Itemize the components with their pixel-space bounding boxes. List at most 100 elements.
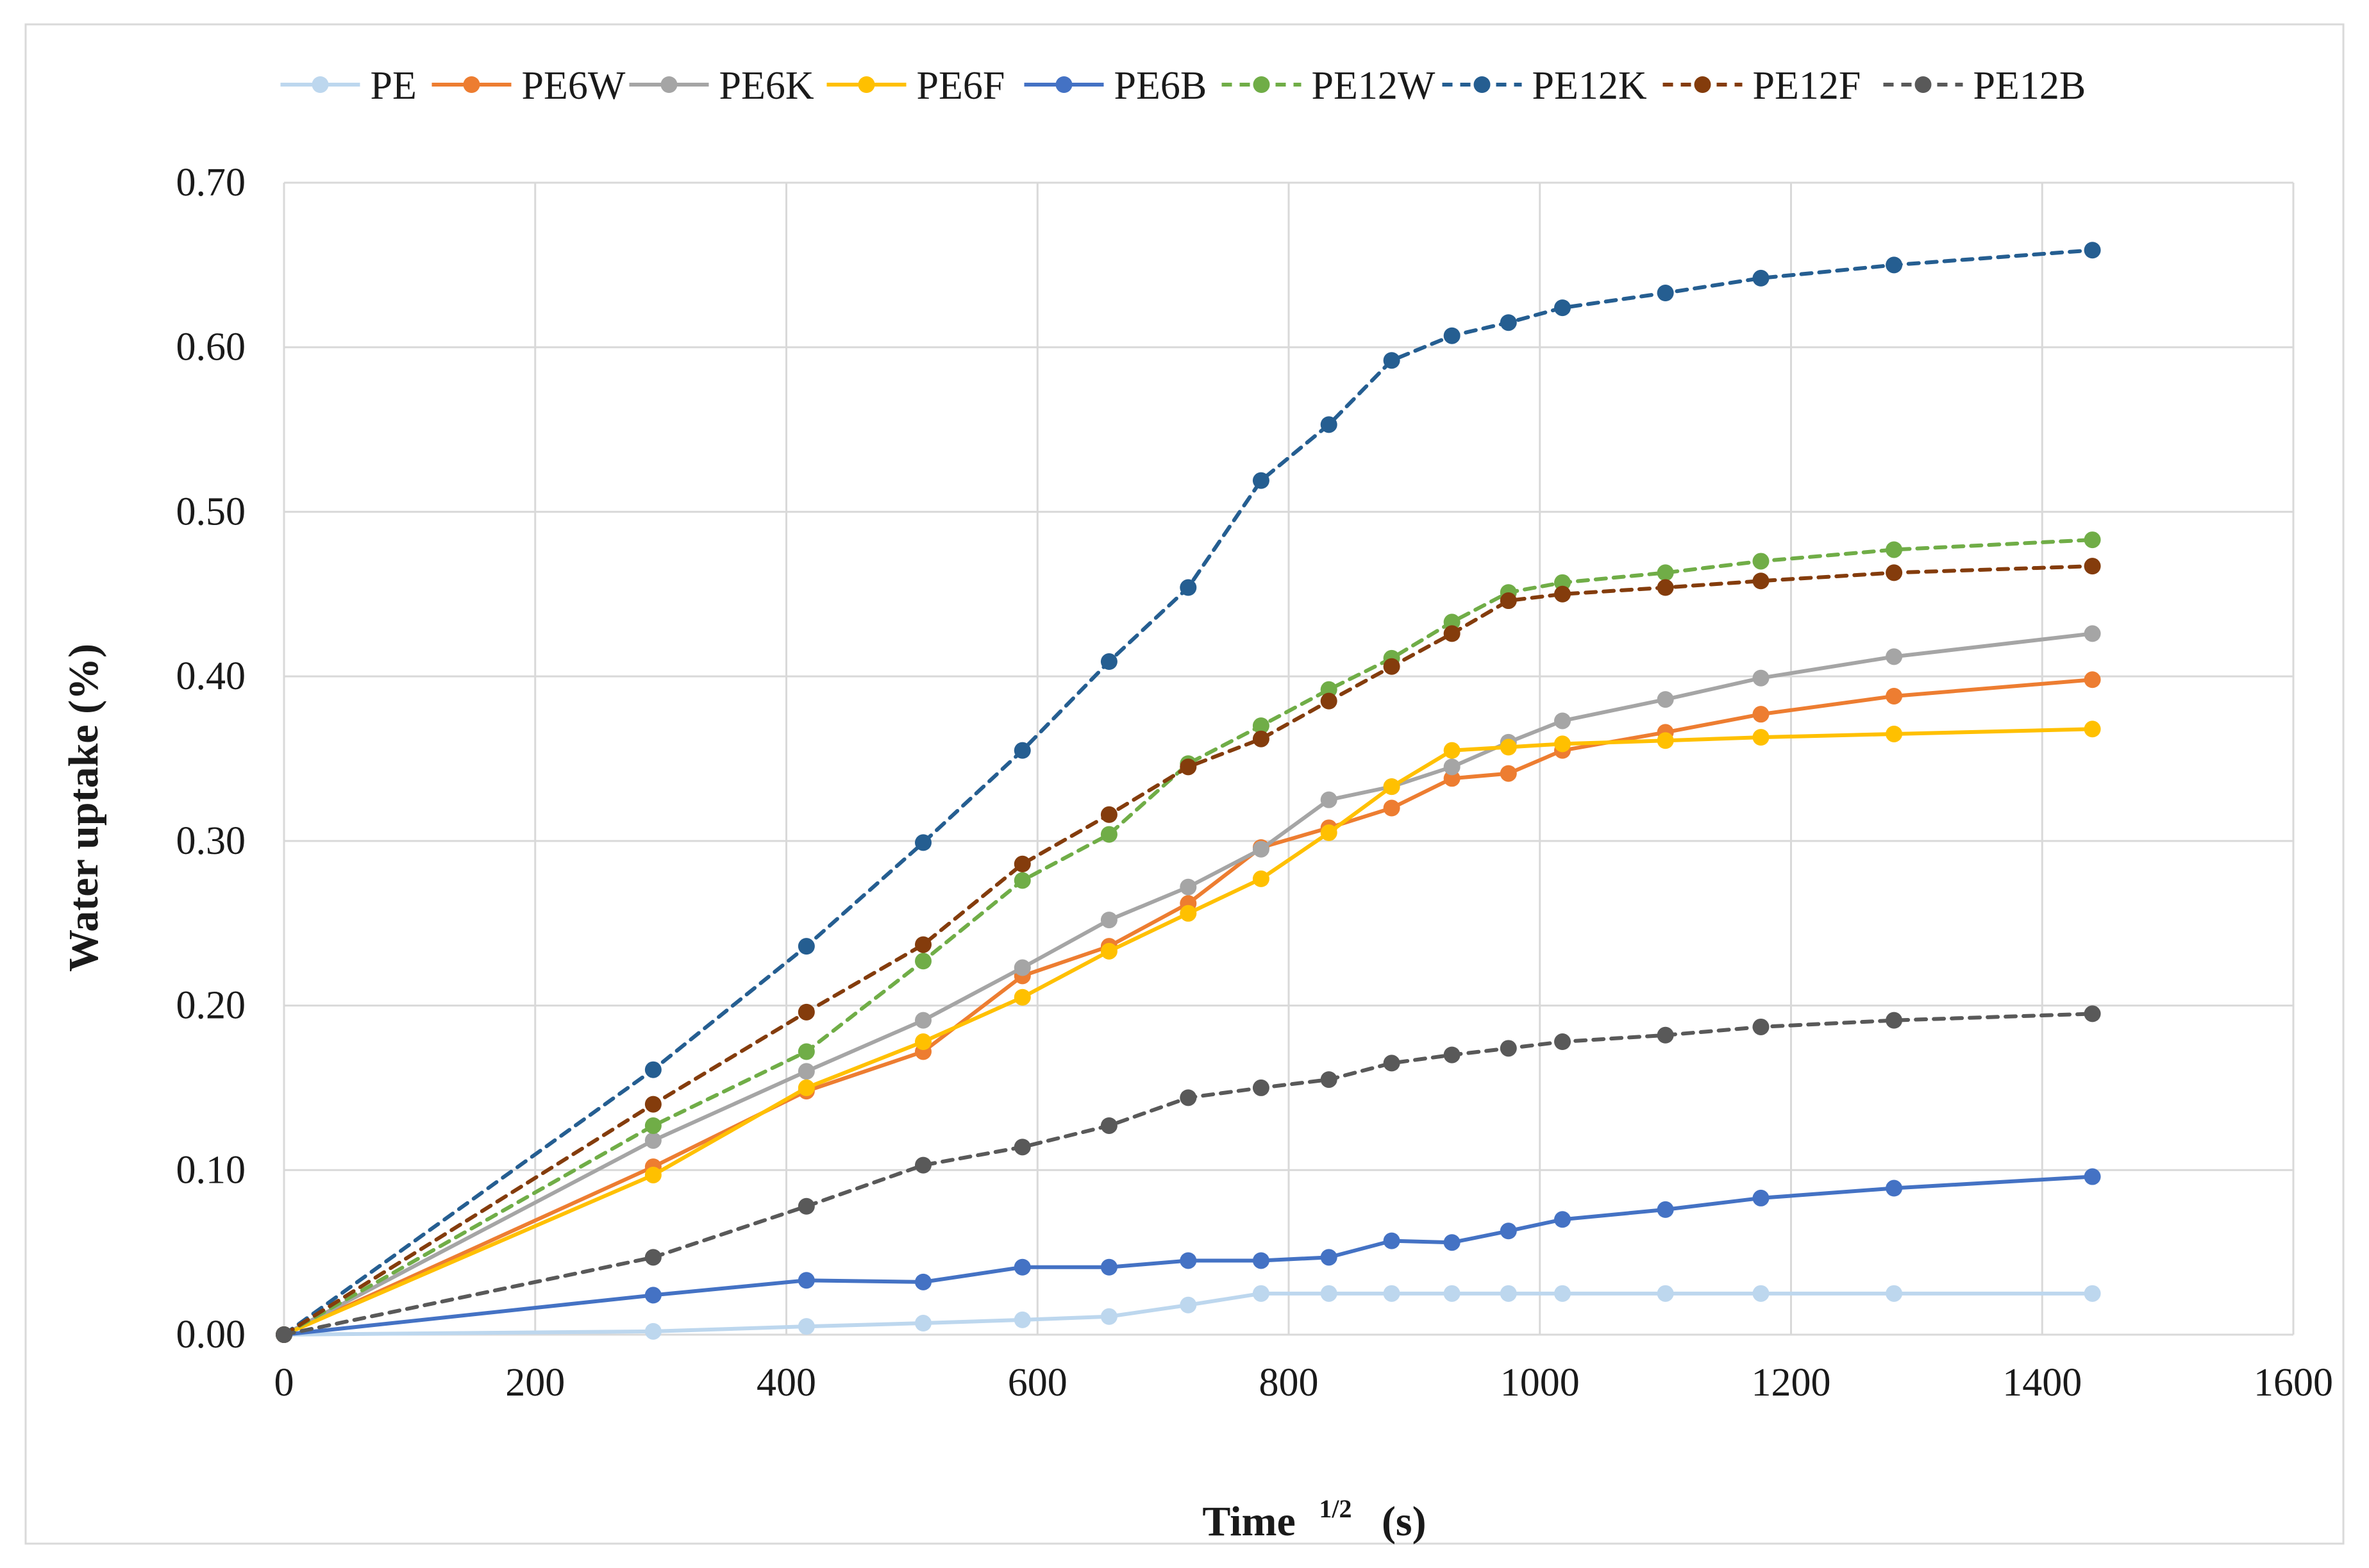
data-point-pe6w xyxy=(2084,671,2101,688)
data-point-pe xyxy=(1252,1285,1269,1302)
chart-border xyxy=(24,23,2345,1545)
legend-swatch-marker-pe6b xyxy=(1055,76,1073,93)
x-axis-title-main: Time xyxy=(1202,1498,1295,1545)
data-point-pe12w xyxy=(798,1043,815,1060)
x-tick-label: 800 xyxy=(1259,1361,1319,1405)
legend-item-pe12b: PE12B xyxy=(1883,64,2086,108)
data-point-pe12b xyxy=(1180,1089,1197,1106)
x-tick-label: 1400 xyxy=(2002,1361,2082,1405)
data-point-pe6b xyxy=(1886,1180,1903,1197)
data-point-pe12w xyxy=(1014,872,1031,889)
legend-item-pe6f: PE6F xyxy=(826,64,1005,108)
legend-label-pe: PE xyxy=(371,64,417,108)
data-point-pe6f xyxy=(798,1079,815,1096)
legend-swatch-marker-pe12w xyxy=(1253,76,1270,93)
data-point-pe12k xyxy=(644,1061,662,1078)
legend-item-pe12k: PE12K xyxy=(1442,64,1647,108)
legend-label-pe12b: PE12B xyxy=(1973,64,2086,108)
data-point-pe6k xyxy=(1252,840,1269,858)
data-point-pe12k xyxy=(798,938,815,955)
data-point-pe12b xyxy=(1500,1040,1517,1057)
data-point-pe12k xyxy=(2084,242,2101,259)
data-point-pe6b xyxy=(1554,1211,1571,1228)
data-point-pe6w xyxy=(1886,687,1903,705)
data-point-pe12k xyxy=(1320,416,1337,433)
data-point-pe6f xyxy=(1554,735,1571,753)
legend-label-pe6b: PE6B xyxy=(1114,64,1207,108)
data-point-pe6k xyxy=(1554,712,1571,730)
data-point-pe12b xyxy=(1554,1033,1571,1051)
data-point-pe12w xyxy=(1100,826,1118,843)
data-point-pe6f xyxy=(1383,778,1400,796)
data-point-pe6f xyxy=(1252,870,1269,887)
axes: 0.00 0.10 0.20 0.30 0.40 0.50 0.60 0.70 0 200 400 6… xyxy=(176,161,2334,1405)
data-point-pe12f xyxy=(798,1003,815,1021)
data-point-pe12b xyxy=(1443,1046,1461,1063)
legend-label-pe6k: PE6K xyxy=(719,64,814,108)
data-point-pe6b xyxy=(1500,1222,1517,1240)
legend-item-pe: PE xyxy=(280,64,417,108)
data-point-pe xyxy=(1443,1285,1461,1302)
x-axis-title: Time 1/2 (s) xyxy=(1202,1480,1426,1545)
data-point-pe12k xyxy=(1443,327,1461,344)
data-point-pe6f xyxy=(2084,721,2101,738)
data-point-pe xyxy=(1320,1285,1337,1302)
data-point-pe12w xyxy=(1752,553,1770,570)
data-point-pe6b xyxy=(1443,1234,1461,1251)
legend-label-pe12w: PE12W xyxy=(1312,64,1436,108)
series-lines xyxy=(276,242,2101,1343)
series-line-pe12w xyxy=(282,538,2095,1337)
data-point-pe xyxy=(1014,1311,1031,1328)
data-point-pe12f xyxy=(1886,564,1903,581)
data-point-pe6w xyxy=(1443,770,1461,787)
data-point-pe xyxy=(1554,1285,1571,1302)
data-point-pe12f xyxy=(644,1096,662,1113)
data-point-pe12f xyxy=(1500,592,1517,610)
data-point-pe6k xyxy=(1320,791,1337,808)
x-tick-label: 0 xyxy=(274,1361,294,1405)
data-point-pe6w xyxy=(1500,765,1517,782)
data-point-pe xyxy=(1500,1285,1517,1302)
data-point-pe6k xyxy=(1180,878,1197,896)
data-point-pe6b xyxy=(1383,1232,1400,1249)
legend-item-pe12w: PE12W xyxy=(1221,64,1436,108)
y-tick-label: 0.00 xyxy=(176,1313,246,1356)
data-point-pe12k xyxy=(1500,314,1517,331)
data-point-pe xyxy=(1383,1285,1400,1302)
data-point-pe xyxy=(915,1315,932,1332)
data-point-pe6b xyxy=(1752,1189,1770,1206)
data-point-pe xyxy=(1752,1285,1770,1302)
x-tick-label: 1000 xyxy=(1500,1361,1580,1405)
data-point-pe12w xyxy=(1657,564,1674,581)
data-point-pe6f xyxy=(644,1166,662,1183)
y-tick-label: 0.60 xyxy=(176,326,246,369)
data-point-pe12w xyxy=(1252,717,1269,735)
data-point-pe12f xyxy=(1383,658,1400,675)
series-pe xyxy=(276,1285,2101,1343)
data-point-pe6w xyxy=(1752,706,1770,723)
legend-item-pe12f: PE12F xyxy=(1662,64,1861,108)
data-point-pe12w xyxy=(644,1117,662,1134)
data-point-pe12f xyxy=(1752,572,1770,590)
data-point-pe12f xyxy=(2084,558,2101,575)
data-point-pe12f xyxy=(1657,579,1674,596)
data-point-pe12w xyxy=(1554,574,1571,591)
x-tick-label: 600 xyxy=(1008,1361,1067,1405)
data-point-pe12k xyxy=(1657,284,1674,301)
data-point-pe12b xyxy=(1657,1026,1674,1044)
data-point-pe xyxy=(644,1322,662,1340)
data-point-pe6f xyxy=(1443,742,1461,759)
data-point-pe6f xyxy=(1886,725,1903,742)
data-point-pe12k xyxy=(915,834,932,851)
legend-swatch-marker-pe12k xyxy=(1473,76,1491,93)
legend-swatch-marker-pe6k xyxy=(660,76,678,93)
series-pe12b xyxy=(276,1005,2101,1343)
data-point-pe xyxy=(1886,1285,1903,1302)
legend-swatch-marker-pe xyxy=(312,76,329,93)
data-point-pe12k xyxy=(1554,299,1571,317)
legend-swatch-marker-pe12b xyxy=(1914,76,1932,93)
x-axis-title-unit: (s) xyxy=(1382,1498,1427,1545)
data-point-pe12k xyxy=(1383,352,1400,369)
